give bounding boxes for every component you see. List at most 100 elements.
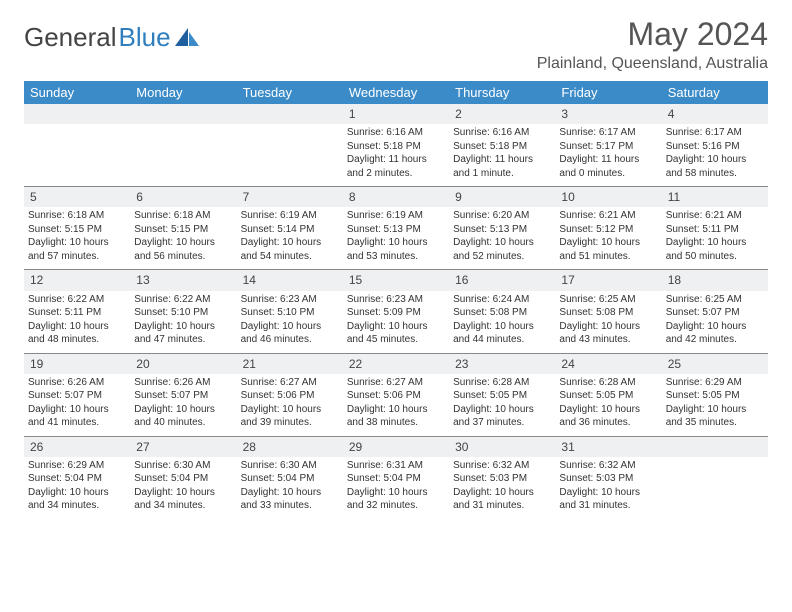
day-info: Sunrise: 6:30 AMSunset: 5:04 PMDaylight:…	[134, 459, 232, 513]
weekday-header: Friday	[555, 81, 661, 104]
day-number-empty	[237, 104, 343, 124]
day-number: 2	[449, 104, 555, 124]
day-number: 6	[130, 187, 236, 207]
calendar-day-cell: 17Sunrise: 6:25 AMSunset: 5:08 PMDayligh…	[555, 270, 661, 353]
day-info: Sunrise: 6:17 AMSunset: 5:16 PMDaylight:…	[666, 126, 764, 180]
calendar-week-row: 1Sunrise: 6:16 AMSunset: 5:18 PMDaylight…	[24, 104, 768, 187]
day-info: Sunrise: 6:18 AMSunset: 5:15 PMDaylight:…	[28, 209, 126, 263]
calendar-day-cell: 22Sunrise: 6:27 AMSunset: 5:06 PMDayligh…	[343, 353, 449, 436]
calendar-day-cell: 24Sunrise: 6:28 AMSunset: 5:05 PMDayligh…	[555, 353, 661, 436]
calendar-day-cell: 13 Sunrise: 6:22 AMSunset: 5:10 PMDayligh…	[130, 270, 236, 353]
weekday-header: Saturday	[662, 81, 768, 104]
calendar-day-cell: 9Sunrise: 6:20 AMSunset: 5:13 PMDaylight…	[449, 187, 555, 270]
day-number: 26	[24, 437, 130, 457]
day-info: Sunrise: 6:21 AMSunset: 5:11 PMDaylight:…	[666, 209, 764, 263]
day-info: Sunrise: 6:27 AMSunset: 5:06 PMDaylight:…	[241, 376, 339, 430]
day-number: 10	[555, 187, 661, 207]
day-info: Sunrise: 6:31 AMSunset: 5:04 PMDaylight:…	[347, 459, 445, 513]
calendar-day-cell	[24, 104, 130, 187]
day-number: 29	[343, 437, 449, 457]
calendar-day-cell: 12 Sunrise: 6:22 AMSunset: 5:11 PMDayligh…	[24, 270, 130, 353]
day-number: 30	[449, 437, 555, 457]
day-number: 16	[449, 270, 555, 290]
day-number: 5	[24, 187, 130, 207]
calendar-body: 1Sunrise: 6:16 AMSunset: 5:18 PMDaylight…	[24, 104, 768, 519]
day-info: Sunrise: 6:22 AMSunset: 5:11 PMDaylight:…	[28, 293, 126, 347]
calendar-day-cell: 29Sunrise: 6:31 AMSunset: 5:04 PMDayligh…	[343, 436, 449, 519]
day-info: Sunrise: 6:26 AMSunset: 5:07 PMDaylight:…	[134, 376, 232, 430]
calendar-day-cell: 23Sunrise: 6:28 AMSunset: 5:05 PMDayligh…	[449, 353, 555, 436]
day-number: 28	[237, 437, 343, 457]
calendar-week-row: 19Sunrise: 6:26 AMSunset: 5:07 PMDayligh…	[24, 353, 768, 436]
day-number: 4	[662, 104, 768, 124]
calendar-day-cell: 20Sunrise: 6:26 AMSunset: 5:07 PMDayligh…	[130, 353, 236, 436]
day-info: Sunrise: 6:27 AMSunset: 5:06 PMDaylight:…	[347, 376, 445, 430]
header: GeneralBlue May 2024 Plainland, Queensla…	[24, 16, 768, 73]
day-info: Sunrise: 6:28 AMSunset: 5:05 PMDaylight:…	[453, 376, 551, 430]
calendar-day-cell: 19Sunrise: 6:26 AMSunset: 5:07 PMDayligh…	[24, 353, 130, 436]
calendar-day-cell: 28Sunrise: 6:30 AMSunset: 5:04 PMDayligh…	[237, 436, 343, 519]
day-number: 17	[555, 270, 661, 290]
calendar-day-cell: 5Sunrise: 6:18 AMSunset: 5:15 PMDaylight…	[24, 187, 130, 270]
calendar-day-cell: 18 Sunrise: 6:25 AMSunset: 5:07 PMDayligh…	[662, 270, 768, 353]
day-number: 13	[130, 270, 236, 290]
day-number-empty	[24, 104, 130, 124]
day-number: 15	[343, 270, 449, 290]
day-number: 21	[237, 354, 343, 374]
day-info: Sunrise: 6:23 AMSunset: 5:09 PMDaylight:…	[347, 293, 445, 347]
location-text: Plainland, Queensland, Australia	[537, 55, 768, 73]
month-title: May 2024	[537, 16, 768, 53]
day-number: 18	[662, 270, 768, 290]
calendar-day-cell: 2Sunrise: 6:16 AMSunset: 5:18 PMDaylight…	[449, 104, 555, 187]
logo: GeneralBlue	[24, 16, 201, 53]
day-info: Sunrise: 6:16 AMSunset: 5:18 PMDaylight:…	[347, 126, 445, 180]
calendar-day-cell: 6Sunrise: 6:18 AMSunset: 5:15 PMDaylight…	[130, 187, 236, 270]
day-number: 1	[343, 104, 449, 124]
day-number: 14	[237, 270, 343, 290]
day-number-empty	[662, 437, 768, 457]
day-info: Sunrise: 6:25 AMSunset: 5:07 PMDaylight:…	[666, 293, 764, 347]
day-number: 8	[343, 187, 449, 207]
logo-sail-icon	[175, 28, 201, 48]
calendar-day-cell: 21Sunrise: 6:27 AMSunset: 5:06 PMDayligh…	[237, 353, 343, 436]
day-info: Sunrise: 6:17 AMSunset: 5:17 PMDaylight:…	[559, 126, 657, 180]
day-number: 23	[449, 354, 555, 374]
calendar-day-cell: 26Sunrise: 6:29 AMSunset: 5:04 PMDayligh…	[24, 436, 130, 519]
day-info: Sunrise: 6:19 AMSunset: 5:14 PMDaylight:…	[241, 209, 339, 263]
day-info: Sunrise: 6:20 AMSunset: 5:13 PMDaylight:…	[453, 209, 551, 263]
calendar-day-cell: 30Sunrise: 6:32 AMSunset: 5:03 PMDayligh…	[449, 436, 555, 519]
weekday-header: Thursday	[449, 81, 555, 104]
calendar-day-cell: 8Sunrise: 6:19 AMSunset: 5:13 PMDaylight…	[343, 187, 449, 270]
day-number: 19	[24, 354, 130, 374]
weekday-header-row: SundayMondayTuesdayWednesdayThursdayFrid…	[24, 81, 768, 104]
day-number: 22	[343, 354, 449, 374]
calendar-day-cell: 7Sunrise: 6:19 AMSunset: 5:14 PMDaylight…	[237, 187, 343, 270]
day-info: Sunrise: 6:22 AMSunset: 5:10 PMDaylight:…	[134, 293, 232, 347]
calendar-day-cell: 4Sunrise: 6:17 AMSunset: 5:16 PMDaylight…	[662, 104, 768, 187]
day-info: Sunrise: 6:18 AMSunset: 5:15 PMDaylight:…	[134, 209, 232, 263]
weekday-header: Wednesday	[343, 81, 449, 104]
title-block: May 2024 Plainland, Queensland, Australi…	[537, 16, 768, 73]
day-number: 20	[130, 354, 236, 374]
day-info: Sunrise: 6:29 AMSunset: 5:04 PMDaylight:…	[28, 459, 126, 513]
day-number: 3	[555, 104, 661, 124]
day-number: 7	[237, 187, 343, 207]
calendar-day-cell: 27Sunrise: 6:30 AMSunset: 5:04 PMDayligh…	[130, 436, 236, 519]
logo-text-1: General	[24, 22, 117, 53]
day-number: 9	[449, 187, 555, 207]
day-info: Sunrise: 6:28 AMSunset: 5:05 PMDaylight:…	[559, 376, 657, 430]
day-number: 25	[662, 354, 768, 374]
day-info: Sunrise: 6:16 AMSunset: 5:18 PMDaylight:…	[453, 126, 551, 180]
calendar-day-cell	[237, 104, 343, 187]
day-info: Sunrise: 6:24 AMSunset: 5:08 PMDaylight:…	[453, 293, 551, 347]
calendar-day-cell: 16 Sunrise: 6:24 AMSunset: 5:08 PMDayligh…	[449, 270, 555, 353]
day-number: 12	[24, 270, 130, 290]
calendar-day-cell: 25Sunrise: 6:29 AMSunset: 5:05 PMDayligh…	[662, 353, 768, 436]
day-number: 31	[555, 437, 661, 457]
calendar-week-row: 12 Sunrise: 6:22 AMSunset: 5:11 PMDayligh…	[24, 270, 768, 353]
calendar-week-row: 5Sunrise: 6:18 AMSunset: 5:15 PMDaylight…	[24, 187, 768, 270]
day-number: 24	[555, 354, 661, 374]
calendar-day-cell: 31Sunrise: 6:32 AMSunset: 5:03 PMDayligh…	[555, 436, 661, 519]
day-info: Sunrise: 6:32 AMSunset: 5:03 PMDaylight:…	[453, 459, 551, 513]
calendar-day-cell: 10Sunrise: 6:21 AMSunset: 5:12 PMDayligh…	[555, 187, 661, 270]
